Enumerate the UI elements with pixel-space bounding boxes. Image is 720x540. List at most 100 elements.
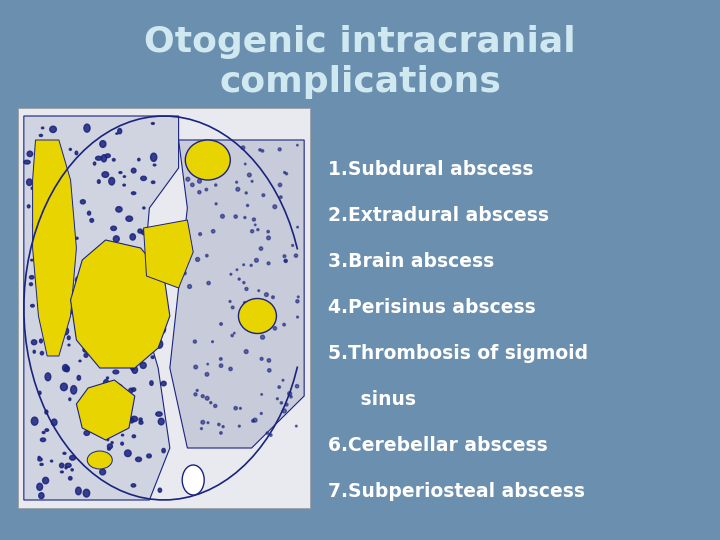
- Ellipse shape: [90, 406, 96, 412]
- Ellipse shape: [45, 327, 48, 330]
- Ellipse shape: [79, 360, 81, 362]
- Ellipse shape: [147, 454, 151, 458]
- Ellipse shape: [112, 246, 116, 252]
- Ellipse shape: [267, 262, 270, 265]
- Ellipse shape: [102, 172, 109, 178]
- Polygon shape: [32, 140, 76, 356]
- Ellipse shape: [31, 259, 33, 261]
- Ellipse shape: [262, 194, 265, 197]
- Ellipse shape: [201, 420, 204, 424]
- Text: complications: complications: [219, 65, 501, 99]
- Ellipse shape: [89, 402, 96, 410]
- Ellipse shape: [64, 302, 69, 307]
- Ellipse shape: [162, 448, 166, 453]
- Text: 7.Subperiosteal abscess: 7.Subperiosteal abscess: [328, 482, 585, 501]
- Ellipse shape: [268, 369, 271, 372]
- Ellipse shape: [94, 302, 99, 306]
- Ellipse shape: [66, 463, 71, 467]
- Ellipse shape: [135, 457, 142, 462]
- Ellipse shape: [27, 151, 32, 157]
- Ellipse shape: [65, 366, 69, 372]
- Ellipse shape: [40, 134, 42, 137]
- Ellipse shape: [283, 255, 286, 258]
- Ellipse shape: [45, 410, 48, 414]
- Ellipse shape: [97, 180, 100, 184]
- Ellipse shape: [285, 403, 288, 406]
- Ellipse shape: [45, 309, 49, 313]
- Ellipse shape: [94, 162, 96, 165]
- Polygon shape: [76, 380, 135, 440]
- Ellipse shape: [151, 123, 154, 124]
- Ellipse shape: [229, 300, 231, 302]
- Ellipse shape: [102, 155, 107, 162]
- Ellipse shape: [238, 299, 276, 334]
- Ellipse shape: [220, 323, 222, 325]
- Ellipse shape: [42, 127, 44, 129]
- Ellipse shape: [251, 230, 253, 233]
- Ellipse shape: [30, 275, 34, 279]
- Ellipse shape: [182, 465, 204, 495]
- Ellipse shape: [266, 236, 271, 240]
- Ellipse shape: [102, 329, 108, 336]
- Ellipse shape: [53, 232, 57, 235]
- Ellipse shape: [87, 313, 91, 315]
- Ellipse shape: [234, 215, 238, 218]
- Ellipse shape: [140, 362, 146, 368]
- Ellipse shape: [100, 140, 106, 147]
- Ellipse shape: [259, 247, 263, 251]
- Ellipse shape: [117, 384, 122, 392]
- Ellipse shape: [94, 319, 96, 321]
- FancyBboxPatch shape: [18, 108, 310, 508]
- Ellipse shape: [107, 448, 110, 450]
- Ellipse shape: [276, 398, 279, 400]
- Ellipse shape: [151, 181, 155, 184]
- Ellipse shape: [264, 293, 269, 296]
- Ellipse shape: [217, 423, 220, 426]
- Ellipse shape: [42, 431, 45, 434]
- Ellipse shape: [250, 265, 252, 266]
- Ellipse shape: [122, 434, 124, 436]
- Ellipse shape: [220, 364, 222, 367]
- Ellipse shape: [284, 259, 287, 262]
- Ellipse shape: [96, 418, 100, 423]
- Ellipse shape: [116, 294, 121, 300]
- Ellipse shape: [234, 407, 238, 410]
- Ellipse shape: [33, 350, 35, 353]
- Ellipse shape: [288, 392, 292, 396]
- Ellipse shape: [45, 373, 51, 381]
- Ellipse shape: [40, 463, 43, 465]
- Ellipse shape: [96, 281, 98, 284]
- Ellipse shape: [230, 273, 232, 275]
- Ellipse shape: [60, 471, 63, 473]
- Ellipse shape: [69, 398, 71, 401]
- Ellipse shape: [297, 226, 298, 228]
- Ellipse shape: [294, 254, 297, 257]
- Ellipse shape: [120, 355, 127, 362]
- Ellipse shape: [126, 340, 131, 345]
- Ellipse shape: [32, 340, 37, 345]
- Ellipse shape: [236, 187, 240, 191]
- Ellipse shape: [119, 172, 122, 173]
- Ellipse shape: [255, 259, 258, 262]
- Ellipse shape: [131, 168, 136, 173]
- Ellipse shape: [140, 176, 146, 180]
- Ellipse shape: [60, 383, 68, 390]
- Ellipse shape: [150, 381, 153, 386]
- Ellipse shape: [76, 487, 81, 495]
- Ellipse shape: [104, 380, 109, 387]
- Ellipse shape: [257, 228, 259, 231]
- Ellipse shape: [41, 307, 47, 313]
- Ellipse shape: [253, 218, 256, 221]
- Ellipse shape: [37, 483, 42, 490]
- Ellipse shape: [102, 333, 107, 338]
- Ellipse shape: [27, 205, 30, 208]
- Ellipse shape: [77, 375, 81, 380]
- Ellipse shape: [236, 269, 238, 271]
- Ellipse shape: [197, 179, 202, 183]
- Text: sinus: sinus: [328, 390, 416, 409]
- Ellipse shape: [89, 333, 91, 335]
- Ellipse shape: [185, 140, 230, 180]
- Ellipse shape: [141, 230, 146, 235]
- Ellipse shape: [106, 363, 108, 366]
- Ellipse shape: [284, 260, 287, 262]
